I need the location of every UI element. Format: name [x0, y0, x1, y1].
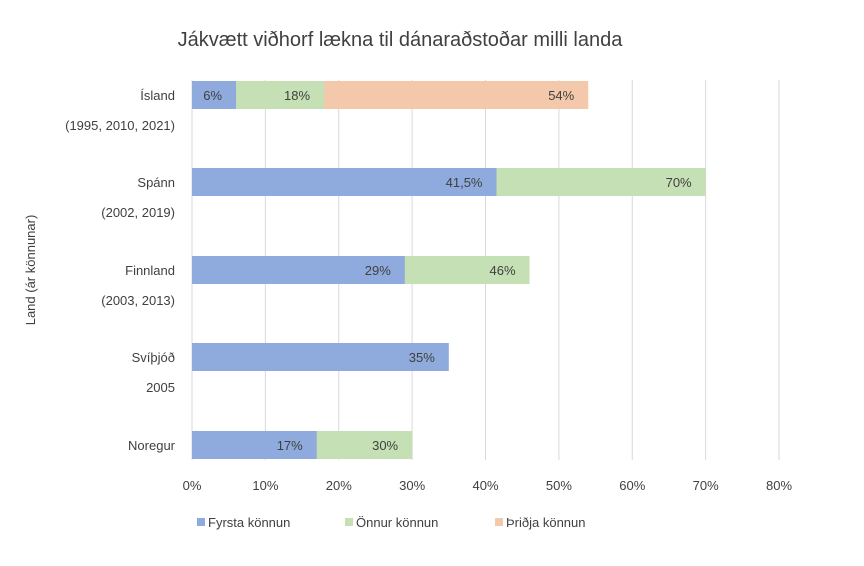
data-label: 70% — [666, 175, 692, 190]
data-label: 46% — [489, 263, 515, 278]
data-label: 6% — [203, 88, 222, 103]
bar-fyrsta-könnun — [192, 168, 497, 196]
y-axis-label: Land (ár könnunar) — [23, 215, 38, 326]
category-label: Finnland — [125, 263, 175, 278]
x-tick-label: 60% — [619, 478, 645, 493]
category-sublabel: (1995, 2010, 2021) — [65, 118, 175, 133]
legend-label: Þriðja könnun — [506, 515, 586, 530]
category-sublabel: (2003, 2013) — [101, 293, 175, 308]
legend-swatch — [495, 518, 503, 526]
x-tick-label: 40% — [472, 478, 498, 493]
category-labels: Ísland (1995, 2010, 2021) Spánn (2002, 2019… — [65, 88, 176, 453]
data-label: 30% — [372, 438, 398, 453]
x-tick-label: 0% — [183, 478, 202, 493]
bar-fyrsta-könnun — [192, 431, 317, 459]
x-tick-label: 50% — [546, 478, 572, 493]
bars: 6% 18% 54% 41,5% 70% 29% 46% 35% 17% 30% — [192, 81, 706, 459]
x-tick-label: 30% — [399, 478, 425, 493]
category-label: Ísland — [140, 88, 175, 103]
category-label: Spánn — [137, 175, 175, 190]
category-label: Svíþjóð — [132, 350, 175, 365]
legend: Fyrsta könnun Önnur könnun Þriðja könnun — [197, 515, 586, 530]
data-label: 35% — [409, 350, 435, 365]
category-sublabel: (2002, 2019) — [101, 205, 175, 220]
legend-label: Önnur könnun — [356, 515, 438, 530]
category-label: Noregur — [128, 438, 176, 453]
legend-label: Fyrsta könnun — [208, 515, 290, 530]
category-sublabel: 2005 — [146, 380, 175, 395]
data-label: 18% — [284, 88, 310, 103]
legend-swatch — [345, 518, 353, 526]
bar-fyrsta-könnun — [192, 256, 405, 284]
x-tick-label: 80% — [766, 478, 792, 493]
bar-fyrsta-könnun — [192, 343, 449, 371]
x-tick-label: 20% — [326, 478, 352, 493]
data-label: 54% — [548, 88, 574, 103]
chart-title: Jákvætt viðhorf lækna til dánaraðstoðar … — [178, 29, 624, 51]
data-label: 17% — [277, 438, 303, 453]
data-label: 29% — [365, 263, 391, 278]
x-tick-labels: 0% 10% 20% 30% 40% 50% 60% 70% 80% — [183, 478, 793, 493]
bar-fyrsta-könnun — [192, 81, 237, 109]
data-label: 41,5% — [446, 175, 483, 190]
x-tick-label: 70% — [693, 478, 719, 493]
x-tick-label: 10% — [252, 478, 278, 493]
legend-swatch — [197, 518, 205, 526]
